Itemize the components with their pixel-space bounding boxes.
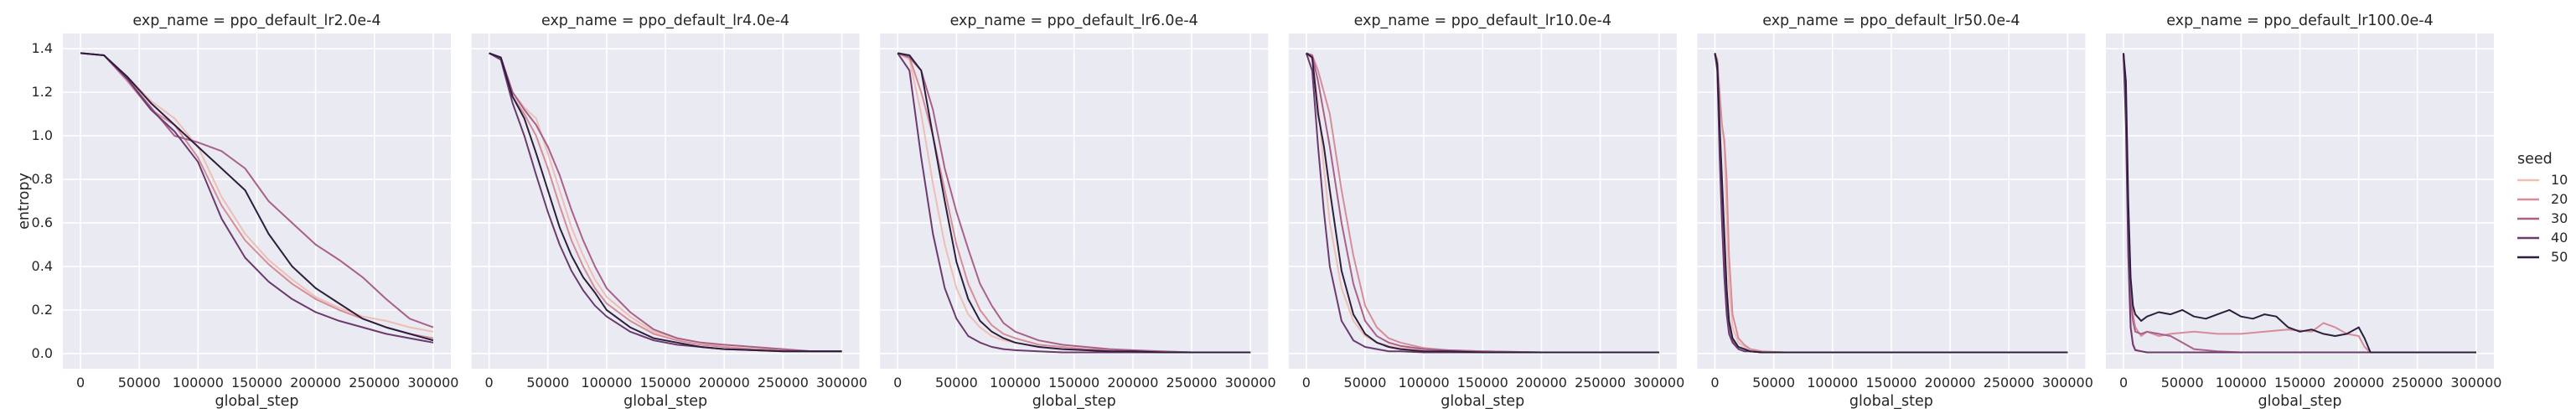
x-tick-label: 100000 [173, 375, 224, 391]
x-tick-label: 150000 [1865, 375, 1916, 391]
panel-1: 0.0 0.2 0.4 0.6 0.8 1.0 1.2 1.4 0 50000 100000 1500… [32, 13, 459, 410]
y-tick-label: 0.8 [32, 171, 53, 187]
x-tick-label: 200000 [699, 375, 750, 391]
x-tick-label: 150000 [231, 375, 282, 391]
series-line-seed-50 [489, 52, 842, 353]
x-tick-label: 100000 [2216, 375, 2267, 391]
x-tick-label: 50000 [526, 375, 569, 391]
legend-label-30: 30 [2551, 210, 2568, 226]
x-tick-label: 250000 [1166, 375, 1217, 391]
x-axis-label: global_step [2258, 393, 2342, 410]
panel-title: exp_name = ppo_default_lr10.0e-4 [1354, 13, 1611, 29]
panel-3: 0 50000 100000 150000 200000 250000 300000 exp_… [880, 13, 1276, 410]
x-tick-label: 200000 [1107, 375, 1158, 391]
y-tick-label: 0.2 [32, 302, 53, 318]
series-line-seed-50 [897, 52, 1251, 354]
x-tick-label: 300000 [407, 375, 458, 391]
x-tick-label: 0 [893, 375, 902, 391]
x-tick-label: 300000 [816, 375, 867, 391]
legend-label-10: 10 [2551, 172, 2568, 188]
x-tick-label: 250000 [1575, 375, 1626, 391]
x-tick-label: 250000 [2392, 375, 2443, 391]
y-axis-label: entropy [16, 173, 33, 230]
panel-2: 0 50000 100000 150000 200000 250000 300000 exp_… [471, 13, 867, 410]
legend-label-40: 40 [2551, 230, 2568, 246]
x-tick-label: 200000 [1516, 375, 1567, 391]
panel-6: 0 50000 100000 150000 200000 250000 300000 exp_… [2106, 13, 2501, 410]
x-tick-label: 0 [1710, 375, 1719, 391]
x-tick-label: 100000 [1399, 375, 1450, 391]
panel-title: exp_name = ppo_default_lr6.0e-4 [950, 13, 1198, 29]
x-tick-label: 300000 [2450, 375, 2501, 391]
x-tick-label: 300000 [2042, 375, 2093, 391]
x-tick-label: 300000 [1633, 375, 1684, 391]
x-tick-label: 200000 [2333, 375, 2384, 391]
x-tick-label: 0 [2119, 375, 2128, 391]
series-line-seed-20 [489, 52, 842, 353]
x-tick-label: 150000 [1457, 375, 1508, 391]
legend-label-50: 50 [2551, 249, 2568, 265]
series-line-seed-30 [489, 52, 842, 353]
x-tick-label: 100000 [990, 375, 1041, 391]
x-axis-label: global_step [1441, 393, 1524, 410]
chart-panels: 0.0 0.2 0.4 0.6 0.8 1.0 1.2 1.4 0 50000 100000 1500… [32, 13, 2502, 410]
x-tick-label: 250000 [1984, 375, 2035, 391]
panel-4: 0 50000 100000 150000 200000 250000 300000 exp_… [1288, 13, 1684, 410]
series-line-seed-50 [80, 52, 434, 342]
panel-title: exp_name = ppo_default_lr4.0e-4 [541, 13, 789, 29]
y-tick-label: 1.4 [32, 40, 53, 56]
series-line-seed-40 [80, 52, 434, 344]
series-line-seed-40 [2123, 53, 2476, 354]
x-tick-label: 0 [76, 375, 85, 391]
legend-items: 10 20 30 40 50 [2517, 172, 2568, 265]
x-tick-label: 200000 [1925, 375, 1976, 391]
x-tick-label: 100000 [581, 375, 632, 391]
panel-title: exp_name = ppo_default_lr2.0e-4 [132, 13, 380, 29]
x-tick-label: 50000 [2161, 375, 2204, 391]
x-tick-label: 150000 [640, 375, 691, 391]
x-axis-label: global_step [1849, 393, 1933, 410]
x-tick-label: 50000 [118, 375, 161, 391]
x-tick-label: 250000 [349, 375, 400, 391]
x-tick-label: 50000 [1344, 375, 1387, 391]
legend-title: seed [2517, 151, 2553, 168]
x-tick-label: 0 [485, 375, 494, 391]
x-tick-label: 50000 [1752, 375, 1795, 391]
y-tick-label: 0.0 [32, 345, 53, 361]
y-tick-label: 1.2 [32, 84, 53, 100]
panel-title: exp_name = ppo_default_lr100.0e-4 [2166, 13, 2433, 29]
x-tick-label: 0 [1302, 375, 1311, 391]
panel-title: exp_name = ppo_default_lr50.0e-4 [1762, 13, 2020, 29]
series-line-seed-50 [1306, 52, 1659, 354]
x-tick-label: 150000 [1048, 375, 1099, 391]
x-tick-label: 150000 [2274, 375, 2325, 391]
x-tick-label: 200000 [290, 375, 341, 391]
series-line-seed-50 [2123, 53, 2476, 354]
x-tick-label: 250000 [758, 375, 809, 391]
x-axis-label: global_step [623, 393, 707, 410]
y-tick-label: 0.4 [32, 258, 53, 274]
y-tick-label: 0.6 [32, 215, 53, 230]
series-line-seed-30 [897, 52, 1251, 354]
x-tick-label: 100000 [1807, 375, 1858, 391]
series-line-seed-50 [1714, 53, 2068, 354]
x-axis-label: global_step [215, 393, 299, 410]
panel-5: 0 50000 100000 150000 200000 250000 300000 exp_… [1697, 13, 2093, 410]
legend: seed 10 20 30 40 50 [2517, 151, 2568, 265]
x-tick-label: 50000 [935, 375, 978, 391]
x-tick-label: 300000 [1225, 375, 1276, 391]
y-tick-label: 1.0 [32, 127, 53, 143]
legend-label-20: 20 [2551, 191, 2568, 207]
x-axis-label: global_step [1032, 393, 1116, 410]
